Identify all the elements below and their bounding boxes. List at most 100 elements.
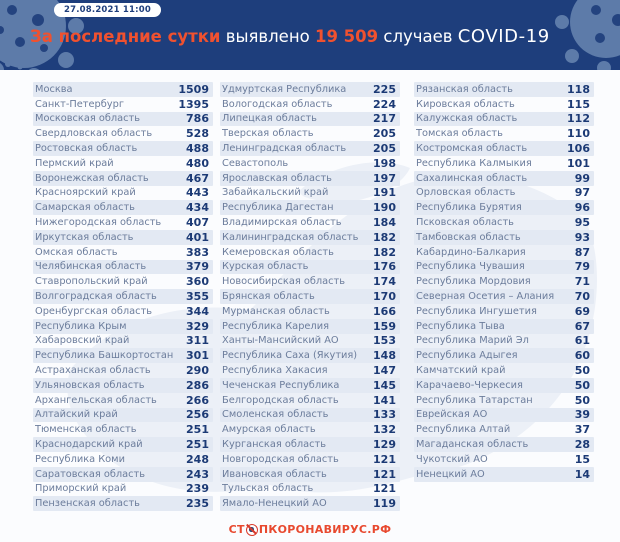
- region-case-count: 248: [186, 452, 209, 466]
- table-row: Орловская область 97: [414, 186, 594, 201]
- table-row: Ивановская область 121: [220, 466, 400, 482]
- table-row: Амурская область 132: [220, 422, 400, 437]
- logo-suffix: ПКОРОНАВИРУС.РФ: [258, 523, 392, 536]
- region-case-count: 112: [567, 112, 590, 126]
- region-name: Севастополь: [222, 157, 289, 169]
- region-name: Республика Ингушетия: [416, 305, 537, 317]
- table-row: Республика Марий Эл 61: [414, 334, 594, 349]
- region-name: Белгородская область: [222, 394, 339, 406]
- table-row: Кемеровская область 182: [220, 245, 400, 260]
- region-case-count: 28: [574, 438, 590, 452]
- region-name: Республика Алтай: [416, 424, 511, 436]
- region-name: Ярославская область: [222, 172, 332, 184]
- table-row: Псковская область 95: [414, 215, 594, 230]
- region-case-count: 50: [574, 378, 590, 392]
- table-row: Калужская область 112: [414, 111, 594, 127]
- title-mid: выявлено: [220, 27, 315, 46]
- table-row: Республика Карелия 159: [220, 318, 400, 334]
- table-row: Нижегородская область 407: [33, 215, 213, 230]
- region-case-count: 69: [574, 304, 590, 318]
- table-row: Тамбовская область 93: [414, 229, 594, 245]
- title-suffix: случаев: [378, 27, 458, 46]
- region-case-count: 96: [574, 201, 590, 215]
- table-row: Республика Чувашия 79: [414, 259, 594, 275]
- region-name: Ханты-Мансийский АО: [222, 335, 339, 347]
- stopcoronavirus-logo: СТ ПКОРОНАВИРУС.РФ: [0, 523, 620, 536]
- region-case-count: 311: [186, 334, 209, 348]
- region-name: Республика Дагестан: [222, 202, 334, 214]
- table-row: Ульяновская область 286: [33, 377, 213, 393]
- region-name: Сахалинская область: [416, 172, 528, 184]
- region-case-count: 93: [574, 230, 590, 244]
- region-name: Ульяновская область: [35, 379, 145, 391]
- region-case-count: 251: [186, 423, 209, 437]
- region-name: Краснодарский край: [35, 439, 143, 451]
- region-case-count: 101: [567, 156, 590, 170]
- region-case-count: 50: [574, 364, 590, 378]
- table-row: Воронежская область 467: [33, 170, 213, 186]
- table-row: Северная Осетия – Алания 70: [414, 289, 594, 304]
- region-name: Республика Мордовия: [416, 276, 531, 288]
- table-row: Костромская область 106: [414, 141, 594, 156]
- region-case-count: 344: [186, 304, 209, 318]
- region-name: Калининградская область: [222, 231, 359, 243]
- region-case-count: 118: [567, 82, 590, 96]
- region-name: Пермский край: [35, 157, 114, 169]
- region-name: Орловская область: [416, 187, 516, 199]
- region-case-count: 401: [186, 230, 209, 244]
- region-case-count: 121: [373, 452, 396, 466]
- region-case-count: 407: [186, 216, 209, 230]
- table-row: Приморский край 239: [33, 482, 213, 497]
- region-case-count: 239: [186, 482, 209, 496]
- region-name: Карачаево-Черкесия: [416, 379, 523, 391]
- table-row: Брянская область 170: [220, 289, 400, 304]
- region-case-count: 235: [186, 497, 209, 511]
- region-case-count: 121: [373, 482, 396, 496]
- region-name: Новгородская область: [222, 453, 339, 465]
- table-row: Карачаево-Черкесия 50: [414, 377, 594, 393]
- region-case-count: 301: [186, 349, 209, 363]
- table-row: Томская область 110: [414, 126, 594, 141]
- table-row: Ненецкий АО 14: [414, 466, 594, 482]
- table-row: Удмуртская Республика 225: [220, 82, 400, 97]
- region-case-count: 379: [186, 260, 209, 274]
- table-row: Астраханская область 290: [33, 363, 213, 378]
- title-case-count: 19 509: [314, 27, 379, 46]
- region-name: Томская область: [416, 128, 503, 140]
- table-row: Красноярский край 443: [33, 186, 213, 201]
- table-row: Волгоградская область 355: [33, 289, 213, 304]
- region-case-count: 121: [373, 467, 396, 481]
- table-row: Вологодская область 224: [220, 97, 400, 112]
- region-case-count: 50: [574, 393, 590, 407]
- region-name: Мурманская область: [222, 305, 330, 317]
- region-case-count: 355: [186, 290, 209, 304]
- table-row: Ямало-Ненецкий АО 119: [220, 496, 400, 512]
- region-case-count: 224: [373, 97, 396, 111]
- region-name: Республика Бурятия: [416, 202, 522, 214]
- no-entry-icon: [245, 523, 258, 536]
- region-case-count: 39: [574, 408, 590, 422]
- table-row: Ленинградская область 205: [220, 141, 400, 156]
- region-name: Владимирская область: [222, 217, 342, 229]
- region-name: Волгоградская область: [35, 291, 157, 303]
- region-name: Саратовская область: [35, 468, 146, 480]
- region-case-count: 488: [186, 142, 209, 156]
- region-case-count: 37: [574, 423, 590, 437]
- region-name: Калужская область: [416, 113, 518, 125]
- region-name: Нижегородская область: [35, 217, 162, 229]
- region-name: Смоленская область: [222, 409, 329, 421]
- table-row: Пермский край 480: [33, 156, 213, 171]
- region-case-count: 225: [373, 82, 396, 96]
- table-row: Самарская область 434: [33, 200, 213, 216]
- region-name: Тверская область: [222, 128, 314, 140]
- region-name: Астраханская область: [35, 365, 151, 377]
- region-case-count: 182: [373, 245, 396, 259]
- table-row: Курганская область 129: [220, 437, 400, 452]
- table-row: Иркутская область 401: [33, 229, 213, 245]
- region-name: Самарская область: [35, 202, 135, 214]
- region-name: Пензенская область: [35, 498, 140, 510]
- table-row: Ставропольский край 360: [33, 274, 213, 289]
- region-case-count: 119: [373, 497, 396, 511]
- region-case-count: 1509: [178, 82, 209, 96]
- region-case-count: 528: [186, 127, 209, 141]
